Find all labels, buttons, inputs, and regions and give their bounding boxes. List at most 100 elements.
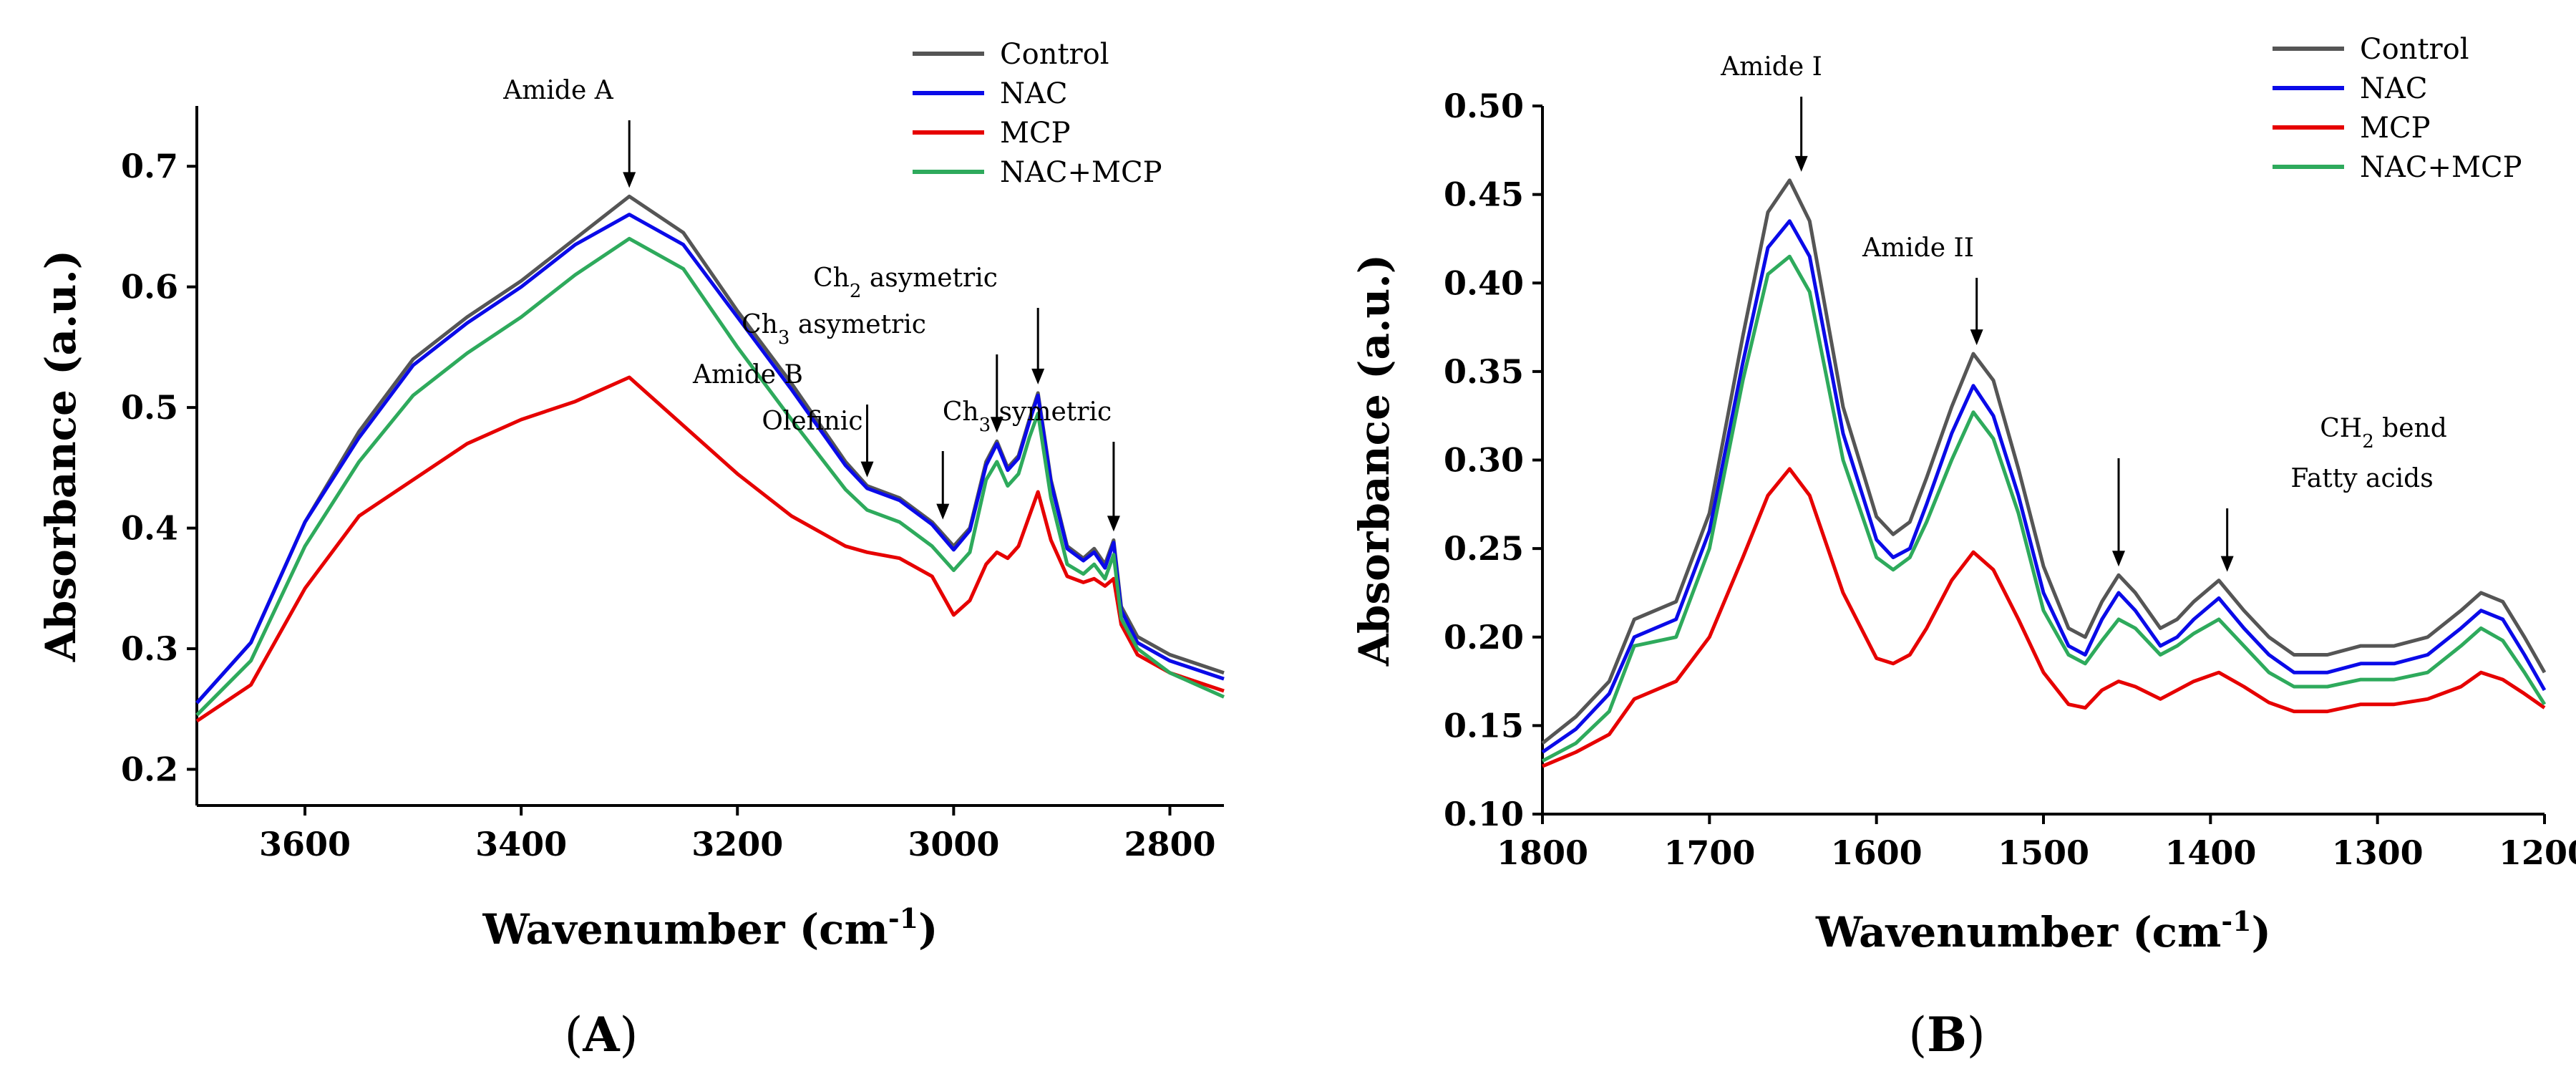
- legend-label: Control: [1000, 38, 1109, 71]
- annotation-label: Ch3 symetric: [943, 397, 1112, 436]
- annotation-text-rest: bend: [2374, 414, 2447, 443]
- x-axis-title-sup: -1: [2221, 905, 2251, 937]
- y-tick-label: 0.40: [1444, 263, 1524, 302]
- peak-annotation: Ch3 asymetric: [742, 310, 1003, 433]
- x-axis-title: Wavenumber (cm-1): [482, 902, 938, 954]
- annotation-label: Amide B: [692, 360, 803, 390]
- annotation-arrow-head: [2112, 551, 2125, 567]
- annotation-text: Olefinic: [762, 407, 862, 436]
- annotation-arrow-head: [990, 417, 1003, 433]
- annotation-subscript: 2: [850, 281, 862, 302]
- panel-label-close: ): [620, 1007, 638, 1063]
- annotation-label: Olefinic: [762, 407, 862, 436]
- x-axis-title: Wavenumber (cm-1): [1815, 905, 2271, 957]
- peak-annotation: Ch3 symetric: [943, 397, 1120, 532]
- annotation-subscript: 3: [778, 327, 790, 349]
- annotation-label: Amide A: [502, 76, 613, 105]
- y-axis-title: Absorbance (a.u.): [37, 250, 85, 662]
- peak-annotation: Amide I: [1720, 52, 1822, 172]
- y-tick-label: 0.45: [1444, 175, 1524, 214]
- x-axis-title-main: Wavenumber (cm: [482, 905, 888, 954]
- panel-label-open: (: [565, 1007, 583, 1063]
- y-tick-label: 0.10: [1444, 795, 1524, 833]
- panel-label: (B): [1908, 1007, 1985, 1063]
- x-tick-label: 2800: [1124, 825, 1215, 863]
- x-tick-label: 1800: [1497, 833, 1588, 872]
- peak-annotation: Olefinic: [762, 407, 950, 520]
- legend-label: NAC: [1000, 77, 1068, 110]
- annotation-text-rest: symetric: [991, 397, 1112, 427]
- x-tick-label: 1400: [2164, 833, 2256, 872]
- annotation-arrow-head: [936, 503, 950, 520]
- annotation-text: CH: [2320, 414, 2362, 443]
- chart-panel-a: 0.2 0.3 0.4 0.5 0.6 0.7 3600 3400 3200 3000 2800 Wa…: [37, 38, 1225, 1063]
- annotation-text: Amide I: [1720, 52, 1822, 82]
- series-line-nac: [195, 213, 1225, 705]
- x-axis-title-main: Wavenumber (cm: [1815, 908, 2221, 957]
- annotation-label: CH2 bend: [2320, 414, 2447, 453]
- y-tick-label: 0.50: [1444, 87, 1524, 125]
- x-axis-title-end: ): [2252, 908, 2271, 957]
- y-tick-label: 0.2: [121, 750, 178, 788]
- peak-annotation: Amide A: [502, 76, 636, 188]
- legend-label: MCP: [2360, 112, 2430, 145]
- annotation-text: Amide II: [1862, 233, 1974, 263]
- legend: Control NAC MCP NAC+MCP: [913, 38, 1162, 189]
- annotation-text: Ch: [742, 310, 778, 339]
- series-line-control: [195, 194, 1225, 705]
- y-tick-label: 0.3: [121, 629, 178, 668]
- annotation-arrow-head: [623, 172, 636, 188]
- annotation-arrow-head: [1031, 368, 1045, 384]
- y-tick-label: 0.30: [1444, 441, 1524, 480]
- annotation-arrow-head: [1107, 516, 1120, 532]
- x-tick-label: 1200: [2499, 833, 2576, 872]
- x-tick-label: 1700: [1663, 833, 1755, 872]
- annotation-text: Amide A: [502, 76, 613, 105]
- annotation-text: Ch: [943, 397, 979, 427]
- legend-label: NAC+MCP: [1000, 156, 1162, 189]
- y-tick-label: 0.15: [1444, 706, 1524, 745]
- y-tick-label: 0.4: [121, 509, 178, 548]
- annotation-text: Amide B: [692, 360, 803, 390]
- annotation-text-rest: asymetric: [789, 310, 926, 339]
- annotation-label: Ch3 asymetric: [742, 310, 926, 349]
- annotation-arrow-head: [1794, 155, 1808, 172]
- legend-label: NAC: [2360, 72, 2428, 105]
- annotation-subscript: 3: [979, 415, 991, 436]
- panel-label: (A): [565, 1007, 638, 1063]
- series-line-control: [1541, 178, 2547, 745]
- annotation-label: Ch2 asymetric: [813, 263, 998, 302]
- annotation-text-rest: asymetric: [861, 263, 998, 293]
- x-tick-label: 1500: [1998, 833, 2089, 872]
- panel-label-letter: B: [1927, 1007, 1967, 1063]
- legend-label: NAC+MCP: [2360, 151, 2522, 184]
- series-line-mcp: [195, 375, 1225, 723]
- legend-label: MCP: [1000, 117, 1070, 150]
- annotation-arrow-head: [2220, 556, 2234, 572]
- x-tick-label: 3600: [259, 825, 351, 863]
- y-tick-label: 0.6: [121, 268, 178, 306]
- panel-label-close: ): [1967, 1007, 1986, 1063]
- series-line-nac-mcp: [195, 236, 1225, 717]
- panel-label-open: (: [1908, 1007, 1927, 1063]
- series-line-mcp: [1542, 467, 2546, 768]
- legend: Control NAC MCP NAC+MCP: [2273, 33, 2522, 184]
- series-line-nac-mcp: [1541, 254, 2547, 763]
- x-tick-label: 3400: [475, 825, 567, 863]
- peak-annotation: Amide B: [692, 360, 874, 478]
- annotation-label: Fatty acids: [2290, 464, 2433, 493]
- y-tick-label: 0.25: [1444, 529, 1524, 568]
- peak-annotation: Amide II: [1862, 233, 1983, 346]
- y-tick-label: 0.20: [1444, 618, 1524, 657]
- peak-annotation: Fatty acids: [2220, 464, 2434, 572]
- legend-label: Control: [2360, 33, 2469, 66]
- x-tick-label: 3200: [691, 825, 783, 863]
- panel-label-letter: A: [582, 1007, 620, 1063]
- annotation-arrow-head: [1970, 329, 1983, 346]
- peak-annotation: Ch2 asymetric: [813, 263, 1045, 384]
- x-axis-title-sup: -1: [888, 902, 918, 934]
- annotation-text: Ch: [813, 263, 850, 293]
- y-axis-title: Absorbance (a.u.): [1350, 254, 1399, 667]
- y-tick-label: 0.5: [121, 388, 178, 427]
